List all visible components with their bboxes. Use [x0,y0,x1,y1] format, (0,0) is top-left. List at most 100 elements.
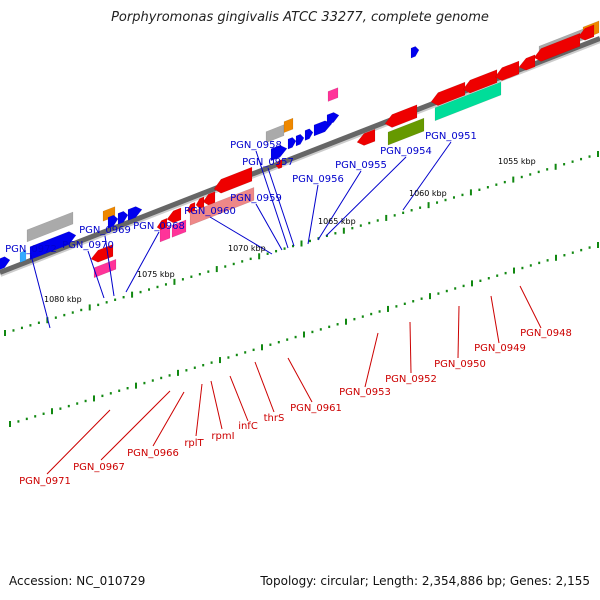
scale-dot [342,227,345,234]
scale-dot [219,357,221,364]
minus-gene-label: PGN_0961 [290,403,342,414]
gene-box-cyan [19,249,27,264]
scale-dot [486,186,489,189]
scale-label: 1060 kbp [409,189,447,198]
scale-dot [118,389,121,392]
scale-dot [143,381,146,385]
scale-dot [328,325,331,329]
scale-dot [283,247,286,250]
scale-dot [168,374,171,377]
scale-dot [437,292,440,295]
scale-label: 1080 kbp [44,295,82,304]
scale-dot [580,248,583,252]
scale-dot [412,300,415,303]
plus-gene-label: PGN_0951 [425,131,477,142]
gene-box-pink [327,87,339,102]
label-leader-lines [30,141,542,475]
scale-dot [351,226,354,230]
gene-labels: PGN_0951 PGN_0954 PGN_0955 PGN_0956 PGN_0957… [5,131,572,487]
scale-dot [148,288,151,291]
scale-dot [427,202,430,209]
scale-label: 1065 kbp [318,217,356,226]
scale-dot [471,280,473,287]
scale-dot [224,265,227,268]
scale-dot [334,232,337,235]
accession-label: Accession: NC_010729 [9,574,146,588]
minus-leader-line [519,285,542,329]
gene-box-teal [434,81,502,122]
scale-dot [93,395,95,402]
scale-dot [513,267,515,274]
scale-dot [215,266,218,273]
scale-dot [376,219,379,222]
scale-dot [419,206,422,209]
plus-gene-label: PGN_0956 [292,174,344,185]
minus-leader-line [46,409,111,475]
scale-dot [126,387,129,390]
scale-dot [546,259,549,262]
plus-leader-line [317,170,362,241]
topology-summary: Topology: circular; Length: 2,354,886 bp… [260,574,590,588]
gene-arrow-blue [287,137,297,150]
scale-dot [520,175,523,179]
scale-dot [105,301,108,304]
scale-dot [436,201,439,204]
scale-dot [361,315,364,318]
gene-arrow-red [213,166,253,194]
gene-arrow-red [430,81,466,106]
minus-gene-label: PGN_0950 [434,359,486,370]
gene-arrow-red [494,60,520,81]
scale-dot [452,196,455,199]
plus-leader-line [402,141,452,211]
gene-arrow-blue [304,128,314,141]
plus-leader-line [87,250,105,299]
scale-dot [588,246,591,249]
scale-dot [109,392,112,395]
scale-dot [4,330,6,336]
scale-dot [193,366,196,369]
scale-labels: 1055 kbp 1060 kbp 1065 kbp 1070 kbp 1075 kbp… [44,157,536,304]
scale-dot [496,274,499,277]
scale-dot [395,305,398,308]
scale-dot [454,287,457,290]
gene-arrow-red [202,191,216,206]
minus-leader-line [210,380,223,430]
scale-dot [37,321,40,324]
minus-leader-line [457,305,460,359]
plus-leader-line [255,150,289,249]
scale-dot [479,279,482,282]
scale-dot [300,240,303,247]
scale-dot [46,317,49,324]
minus-leader-line [100,390,171,461]
map-title: Porphyromonas gingivalis ATCC 33277, com… [111,10,489,25]
scale-dot [597,242,599,248]
scale-dot [368,221,371,225]
scale-dot [114,298,117,301]
gene-arrow-blue [410,46,420,59]
scale-dot [294,335,297,339]
plus-gene-label: PGN_0954 [380,146,432,157]
scale-dot [185,369,188,372]
minus-gene-label: PGN_0949 [474,343,526,354]
gene-arrow-red [577,24,595,41]
scale-dot [353,317,356,321]
scale-dot [478,188,481,191]
scale-dot [571,160,574,163]
scale-dot [588,155,591,158]
scale-dot [227,356,230,359]
scale-dot [378,310,381,313]
scale-dot [156,285,159,289]
plus-gene-label: PGN_0969 [79,225,131,236]
minus-gene-label: rpmI [211,431,234,442]
scale-dot [512,176,515,183]
scale-label: 1075 kbp [137,270,175,279]
plus-leader-line [104,235,115,297]
scale-dot [403,302,406,306]
plus-gene-label: PGN_0959 [230,193,282,204]
scale-dot [336,323,339,326]
plus-gene-label: PGN_0960 [184,206,236,217]
scale-dot [597,151,599,157]
minus-gene-label: infC [238,421,258,432]
plus-gene-label: PGN_0968 [133,221,185,232]
scale-dot [387,305,389,312]
